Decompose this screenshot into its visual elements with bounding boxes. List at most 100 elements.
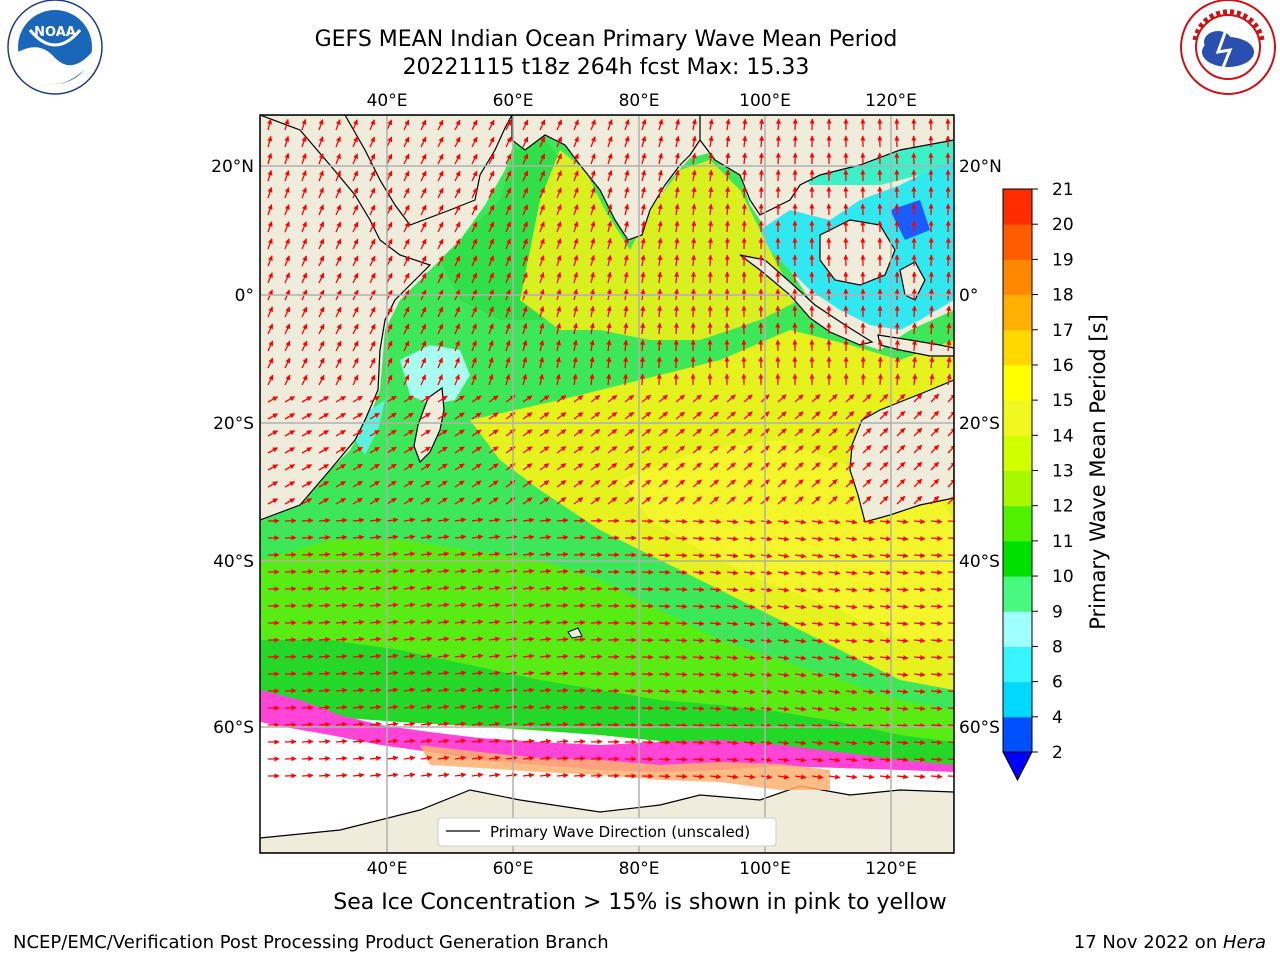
- wave-arrow: [318, 204, 324, 216]
- wave-arrow: [267, 272, 273, 284]
- wave-arrow: [471, 323, 477, 335]
- wave-arrow: [301, 535, 314, 541]
- wave-arrow: [845, 428, 855, 437]
- wave-arrow: [794, 570, 807, 576]
- wave-arrow: [284, 153, 290, 165]
- wave-arrow: [301, 552, 314, 558]
- wave-arrow: [709, 553, 722, 559]
- wave-arrow: [386, 551, 399, 557]
- wave-arrow: [894, 339, 900, 352]
- wave-arrow: [522, 497, 533, 505]
- wave-arrow: [606, 322, 612, 335]
- wave-arrow: [760, 519, 773, 525]
- wave-arrow: [454, 517, 467, 523]
- wave-arrow: [742, 118, 748, 131]
- wave-arrow: [556, 687, 569, 694]
- wave-arrow: [777, 587, 790, 593]
- wave-arrow: [674, 135, 680, 148]
- wave-arrow: [386, 517, 399, 523]
- wave-arrow: [522, 480, 533, 488]
- wave-arrow: [656, 322, 663, 335]
- wave-arrow: [930, 756, 943, 763]
- wave-arrow: [624, 411, 635, 420]
- wave-arrow: [656, 305, 663, 318]
- wave-arrow: [488, 187, 495, 199]
- wave-arrow: [267, 221, 273, 233]
- wave-arrow: [590, 496, 601, 505]
- wave-arrow: [726, 536, 739, 542]
- wave-arrow: [845, 394, 855, 403]
- wave-arrow: [930, 637, 943, 644]
- wave-arrow: [386, 323, 393, 335]
- wave-arrow: [590, 552, 603, 558]
- wave-arrow: [301, 447, 313, 454]
- wave-arrow: [488, 357, 494, 369]
- colorbar-extend-arrow: [1002, 751, 1033, 782]
- wave-arrow: [692, 756, 705, 763]
- lon-top-label: 100°E: [739, 91, 791, 111]
- wave-arrow: [522, 306, 528, 318]
- wave-arrow: [318, 568, 331, 575]
- wave-arrow: [471, 551, 484, 557]
- wave-arrow: [709, 519, 722, 525]
- wave-arrow: [707, 220, 714, 233]
- lat-left-label: 40°S: [213, 552, 254, 572]
- wave-arrow: [811, 536, 824, 542]
- colorbar-segment: [1003, 189, 1032, 225]
- wave-arrow: [691, 152, 697, 165]
- wave-arrow: [556, 551, 569, 558]
- wave-arrow: [573, 569, 586, 575]
- wave-arrow: [284, 357, 291, 369]
- wave-arrow: [267, 135, 273, 148]
- colorbar-tick-label: 2: [1052, 743, 1063, 763]
- wave-arrow: [539, 585, 552, 591]
- wave-arrow: [369, 480, 380, 488]
- wave-arrow: [369, 187, 376, 199]
- wave-arrow: [488, 340, 494, 352]
- wave-arrow: [590, 479, 601, 488]
- wave-arrow: [913, 518, 926, 525]
- wave-arrow: [708, 186, 714, 199]
- wave-arrow: [607, 445, 618, 454]
- wave-arrow: [708, 118, 714, 131]
- wave-arrow: [794, 479, 804, 488]
- wave-arrow: [352, 395, 363, 403]
- wave-arrow: [352, 119, 358, 131]
- colorbar-segment: [1003, 646, 1032, 683]
- wave-arrow: [488, 136, 495, 148]
- wave-arrow: [301, 430, 313, 437]
- wave-arrow: [590, 119, 596, 131]
- wave-arrow: [318, 653, 331, 660]
- wave-arrow: [284, 170, 290, 182]
- wave-arrow: [522, 551, 535, 557]
- wave-arrow: [641, 479, 652, 488]
- wave-arrow: [946, 305, 952, 318]
- wave-arrow: [913, 444, 923, 454]
- wave-arrow: [369, 340, 376, 352]
- wave-arrow: [403, 272, 410, 284]
- wave-arrow: [420, 480, 431, 488]
- wave-arrow: [556, 585, 569, 592]
- wave-arrow: [573, 394, 584, 403]
- wave-arrow: [522, 221, 528, 233]
- wave-arrow: [658, 620, 671, 626]
- wave-arrow: [777, 496, 787, 505]
- wave-arrow: [318, 412, 329, 420]
- wave-arrow: [607, 119, 613, 131]
- wave-arrow: [573, 462, 584, 471]
- colorbar-tick-label: 15: [1052, 391, 1074, 411]
- wave-arrow: [522, 568, 535, 574]
- wave-arrow: [794, 428, 804, 437]
- wave-arrow: [741, 203, 747, 216]
- wave-arrow: [471, 340, 477, 352]
- wave-arrow: [590, 637, 603, 643]
- wave-arrow: [658, 496, 669, 505]
- wave-arrow: [639, 373, 645, 386]
- wave-arrow: [758, 152, 764, 165]
- wave-arrow: [589, 305, 595, 318]
- wave-arrow: [777, 445, 787, 454]
- wave-arrow: [930, 393, 940, 403]
- wave-arrow: [335, 517, 348, 524]
- wave-arrow: [658, 688, 671, 694]
- wave-arrow: [318, 170, 324, 182]
